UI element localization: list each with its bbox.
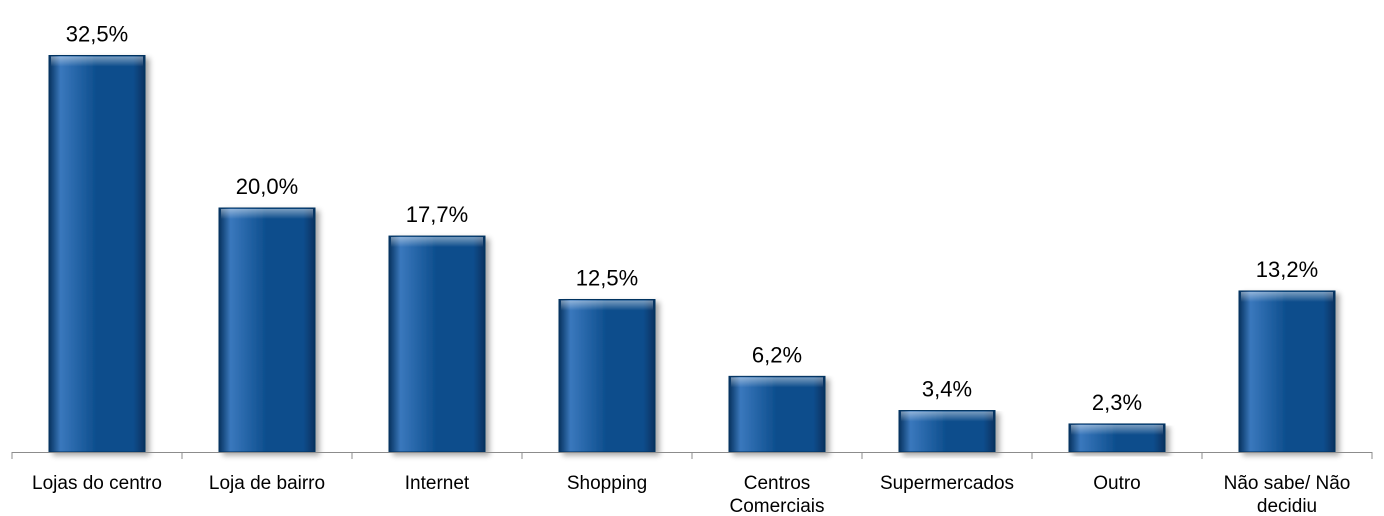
bar xyxy=(558,299,656,453)
tick-label: Centros Comerciais xyxy=(729,473,824,516)
bar xyxy=(898,410,996,453)
x-axis xyxy=(11,452,1373,459)
bar xyxy=(218,207,316,453)
tick-label: Supermercados xyxy=(880,473,1014,494)
data-label: 2,3% xyxy=(1092,390,1142,415)
data-label: 6,2% xyxy=(752,342,802,367)
data-label: 17,7% xyxy=(406,202,468,227)
tick-label: Loja de bairro xyxy=(209,473,325,494)
bar xyxy=(728,375,826,453)
bar xyxy=(388,235,486,453)
tick-label: Outro xyxy=(1093,473,1141,494)
bar xyxy=(1238,290,1336,453)
data-label: 20,0% xyxy=(236,174,298,199)
bar xyxy=(1068,423,1166,453)
data-label: 13,2% xyxy=(1256,257,1318,282)
tick-label: Lojas do centro xyxy=(32,473,162,494)
data-label: 3,4% xyxy=(922,377,972,402)
tick-label: Não sabe/ Não decidiu xyxy=(1224,473,1351,516)
data-label: 12,5% xyxy=(576,266,638,291)
category-labels: Lojas do centro Loja de bairro Internet Sho… xyxy=(32,473,1350,516)
value-labels: 32,5% 20,0% 17,7% 12,5% 6,2% 3,4% 2,3% 13,2% xyxy=(66,22,1318,415)
tick-label: Internet xyxy=(405,473,470,494)
bar xyxy=(48,55,146,453)
tick-label: Shopping xyxy=(567,473,647,494)
bars xyxy=(48,55,1336,453)
data-label: 32,5% xyxy=(66,22,128,47)
